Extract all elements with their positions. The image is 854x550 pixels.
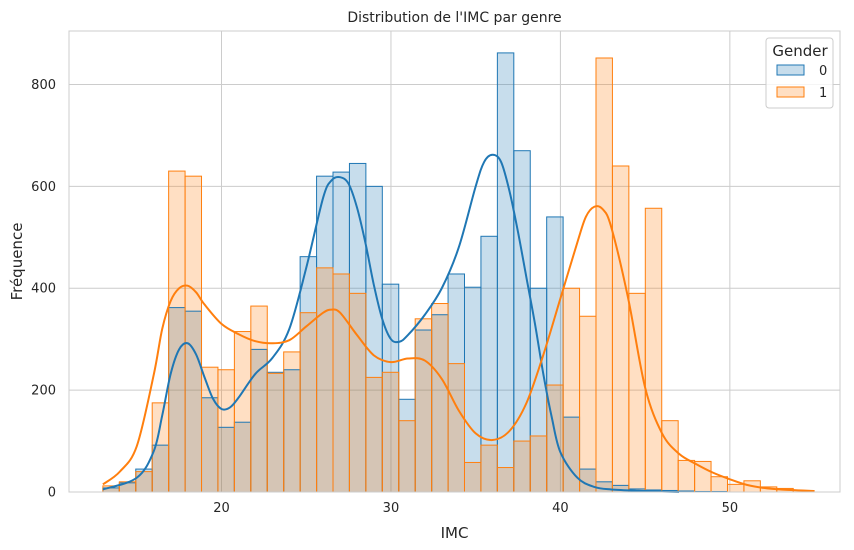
x-tick-label: 30 (383, 501, 400, 516)
legend: Gender 0 1 (765, 37, 834, 109)
y-tick-label: 800 (31, 78, 56, 93)
y-tick-label: 400 (31, 282, 56, 297)
y-tick-label: 600 (31, 180, 56, 195)
legend-title: Gender (772, 42, 828, 60)
x-tick-label: 40 (552, 501, 569, 516)
chart-title: Distribution de l'IMC par genre (347, 10, 561, 26)
histogram-area-gender-0 (102, 52, 810, 492)
legend-label-gender-0: 0 (819, 64, 827, 79)
x-axis-label: IMC (441, 524, 469, 542)
histogram-area-gender-1 (102, 57, 810, 492)
legend-label-gender-1: 1 (819, 86, 827, 101)
legend-frame (765, 37, 834, 109)
plot-area (68, 30, 841, 493)
y-tick-label: 200 (31, 384, 56, 399)
y-tick-label: 0 (48, 486, 56, 501)
tick-labels: 20 30 40 50 0 200 400 600 800 (31, 78, 738, 516)
kde-curve-gender-1 (102, 205, 815, 492)
x-tick-label: 50 (722, 501, 739, 516)
kde-curve-gender-0 (102, 153, 680, 493)
axes-frame (68, 30, 841, 493)
y-axis-label: Fréquence (8, 223, 26, 301)
x-tick-label: 20 (213, 501, 230, 516)
legend-swatch-gender-0 (776, 64, 805, 76)
legend-swatch-gender-1 (776, 86, 805, 98)
